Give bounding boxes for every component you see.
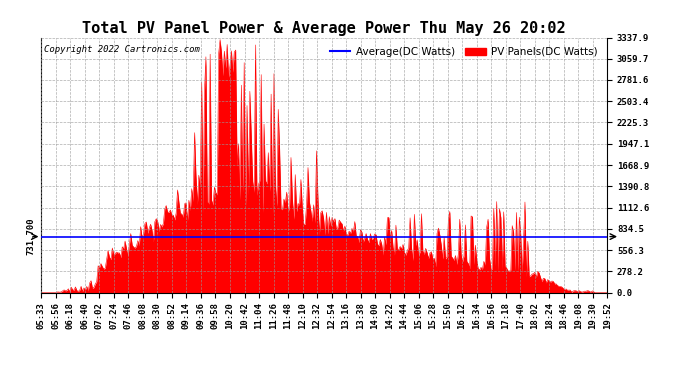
Title: Total PV Panel Power & Average Power Thu May 26 20:02: Total PV Panel Power & Average Power Thu…: [83, 21, 566, 36]
Text: 731.700: 731.700: [27, 218, 36, 255]
Legend: Average(DC Watts), PV Panels(DC Watts): Average(DC Watts), PV Panels(DC Watts): [326, 43, 602, 61]
Text: Copyright 2022 Cartronics.com: Copyright 2022 Cartronics.com: [44, 45, 200, 54]
